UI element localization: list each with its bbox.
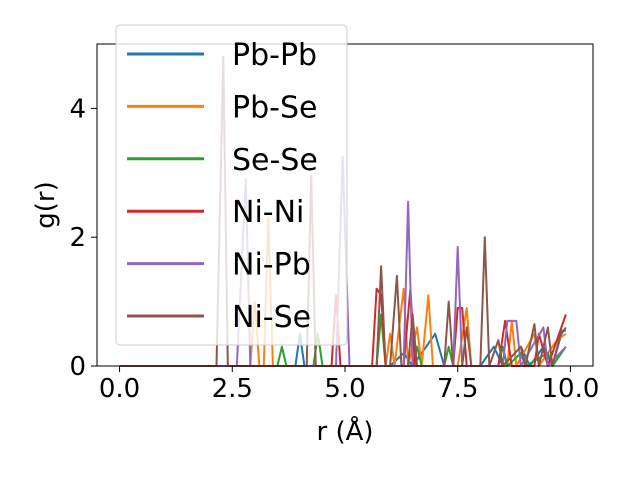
x-tick-label: 10.0 [542, 374, 600, 404]
legend-label-pb-se: Pb-Se [232, 90, 317, 125]
legend-box [115, 24, 348, 346]
x-axis-label: r (Å) [316, 415, 373, 447]
y-axis: 0 2 4 [69, 94, 97, 382]
x-tick-label: 7.5 [437, 374, 478, 404]
legend-label-ni-se: Ni-Se [232, 300, 311, 335]
y-tick-label: 2 [69, 223, 86, 253]
x-tick-label: 5.0 [324, 374, 365, 404]
x-tick-label: 0.0 [99, 374, 140, 404]
y-axis-label: g(r) [31, 181, 61, 228]
legend-label-ni-pb: Ni-Pb [232, 248, 311, 283]
legend-label-pb-pb: Pb-Pb [232, 38, 317, 73]
y-tick-label: 4 [69, 94, 86, 124]
legend: Pb-Pb Pb-Se Se-Se Ni-Ni Ni-Pb Ni-Se [115, 24, 348, 346]
legend-label-ni-ni: Ni-Ni [232, 195, 304, 230]
y-tick-label: 0 [69, 352, 86, 382]
x-tick-label: 2.5 [212, 374, 253, 404]
x-axis: 0.0 2.5 5.0 7.5 10.0 [99, 366, 600, 404]
legend-label-se-se: Se-Se [232, 143, 318, 178]
